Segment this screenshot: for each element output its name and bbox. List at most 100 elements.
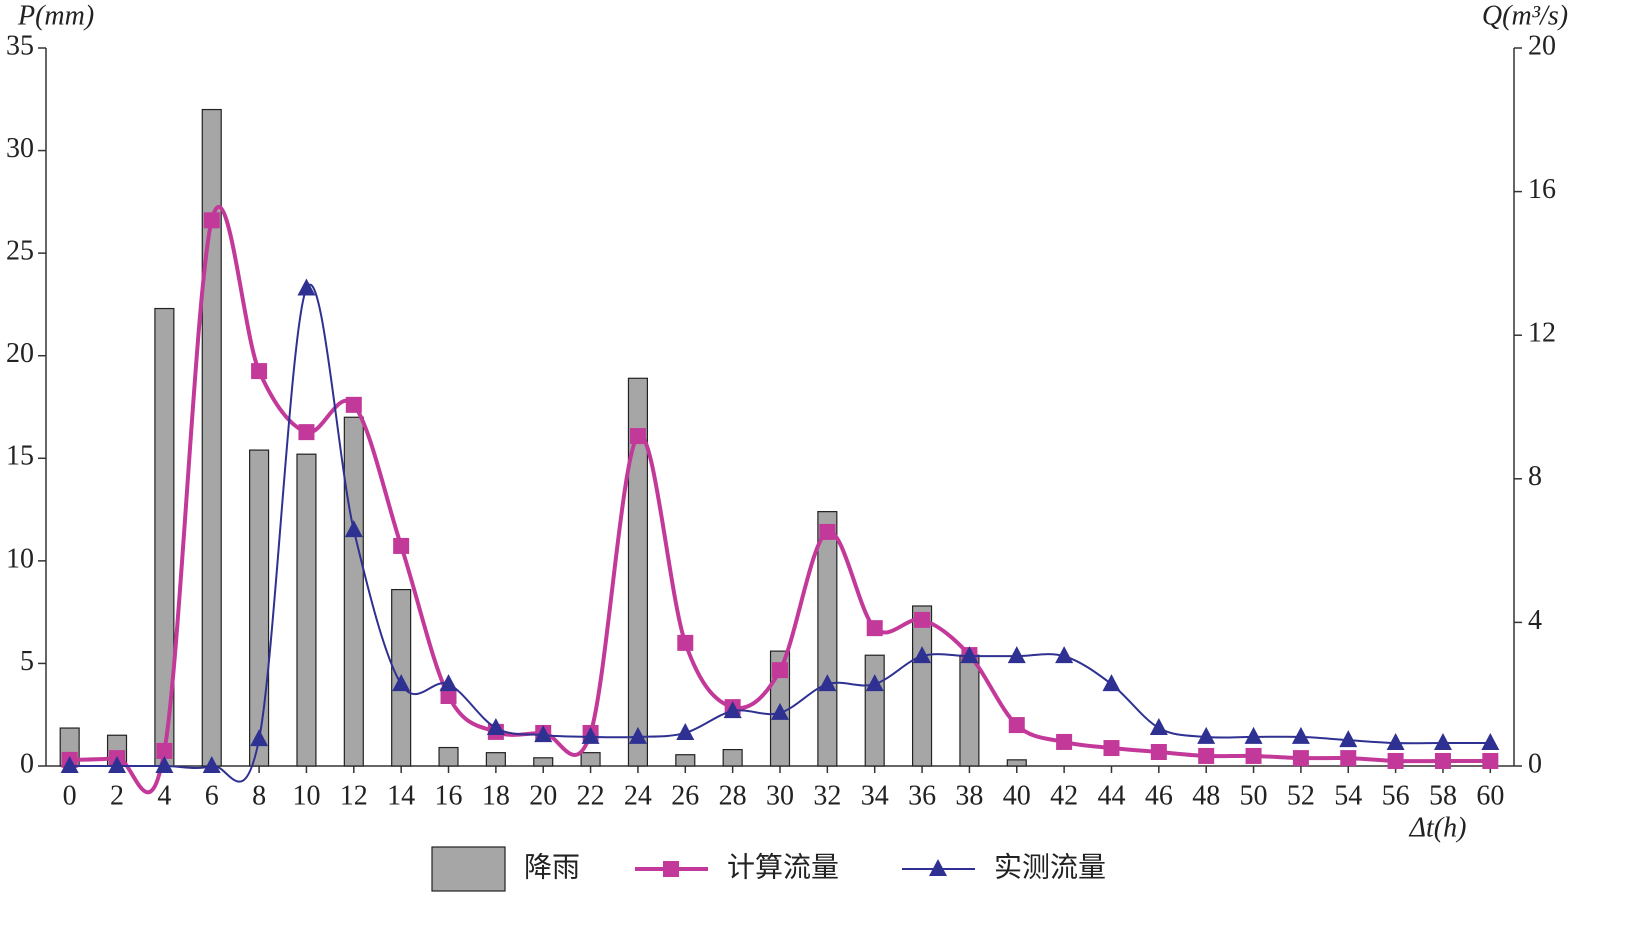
x-tick-label: 24 (624, 780, 652, 811)
legend-swatch (431, 846, 506, 892)
x-tick-label: 26 (671, 780, 699, 811)
marker (1056, 733, 1073, 750)
marker (676, 722, 695, 740)
marker (960, 646, 979, 664)
x-tick-label: 42 (1050, 780, 1078, 811)
marker (439, 674, 458, 692)
marker (298, 424, 315, 441)
x-tick-label: 6 (205, 780, 219, 811)
y-axis-label: P(mm) (17, 0, 94, 31)
x-tick-label: 52 (1287, 780, 1315, 811)
marker (344, 520, 363, 538)
y-tick-label: 0 (20, 748, 34, 779)
marker (1339, 730, 1358, 748)
x-tick-label: 46 (1145, 780, 1173, 811)
marker (771, 702, 789, 720)
bar (675, 754, 696, 767)
bar (438, 746, 459, 767)
y-tick-label: 15 (6, 441, 34, 472)
y2-axis-label: Q(m³/s) (1482, 0, 1568, 31)
marker (1434, 752, 1451, 769)
y2-tick-label: 0 (1528, 748, 1542, 779)
marker (202, 756, 221, 773)
marker (1150, 743, 1167, 760)
marker (486, 717, 505, 735)
y2-tick-label: 8 (1528, 461, 1542, 492)
y-tick-label: 25 (6, 236, 34, 267)
marker (251, 363, 268, 380)
marker (628, 726, 647, 744)
marker (345, 396, 362, 413)
x-tick-label: 2 (110, 780, 124, 811)
x-tick-label: 54 (1334, 780, 1362, 811)
x-tick-label: 56 (1382, 780, 1410, 811)
marker (393, 537, 410, 554)
x-tick-label: 40 (1003, 780, 1031, 811)
y2-tick-label: 20 (1528, 30, 1556, 61)
y-tick-label: 30 (6, 133, 34, 164)
x-tick-label: 10 (292, 780, 320, 811)
marker (1102, 674, 1121, 692)
x-tick-label: 28 (719, 780, 747, 811)
y-tick-label: 10 (6, 543, 34, 574)
legend-label: 计算流量 (727, 851, 839, 883)
marker (250, 729, 269, 747)
marker (818, 674, 837, 692)
marker (1387, 752, 1404, 769)
x-tick-label: 0 (63, 780, 77, 811)
line (69, 205, 1491, 795)
y2-tick-label: 4 (1528, 605, 1542, 636)
x-tick-label: 8 (252, 780, 266, 811)
bar (249, 449, 270, 767)
x-tick-label: 4 (157, 780, 171, 811)
marker (1149, 717, 1168, 735)
bar (580, 752, 601, 767)
marker (865, 674, 884, 692)
marker (629, 428, 646, 445)
marker (1197, 726, 1216, 744)
bar (343, 416, 364, 767)
marker (155, 756, 174, 773)
bar (533, 757, 554, 767)
x-tick-label: 36 (908, 780, 936, 811)
marker (913, 646, 932, 664)
x-tick-label: 60 (1476, 780, 1504, 811)
marker (1433, 733, 1452, 751)
marker (1007, 646, 1026, 664)
marker (392, 674, 411, 692)
bar (817, 511, 838, 767)
y2-tick-label: 16 (1528, 174, 1556, 205)
marker (1291, 726, 1310, 744)
marker (297, 278, 316, 296)
marker (1386, 733, 1405, 751)
marker (677, 634, 694, 651)
marker (108, 756, 127, 773)
x-axis-label: Δt(h) (1409, 812, 1467, 843)
legend-label: 实测流量 (994, 851, 1106, 883)
bar (296, 453, 317, 767)
x-tick-label: 18 (482, 780, 510, 811)
marker (534, 725, 553, 743)
x-tick-label: 50 (1240, 780, 1268, 811)
x-tick-label: 44 (1097, 780, 1125, 811)
marker (819, 523, 836, 540)
x-tick-label: 48 (1192, 780, 1220, 811)
bar (864, 654, 885, 767)
marker (1481, 733, 1500, 751)
x-tick-label: 22 (577, 780, 605, 811)
marker (1055, 646, 1074, 664)
marker (203, 212, 220, 229)
x-tick-label: 58 (1429, 780, 1457, 811)
bar (485, 752, 506, 767)
marker (1245, 747, 1262, 764)
bar (911, 605, 933, 767)
x-tick-label: 32 (813, 780, 841, 811)
x-tick-label: 30 (766, 780, 794, 811)
marker (1482, 752, 1499, 769)
legend-marker (929, 859, 947, 876)
legend-label: 降雨 (524, 851, 580, 883)
y2-tick-label: 12 (1528, 318, 1556, 349)
line (69, 283, 1491, 783)
x-tick-label: 12 (340, 780, 368, 811)
